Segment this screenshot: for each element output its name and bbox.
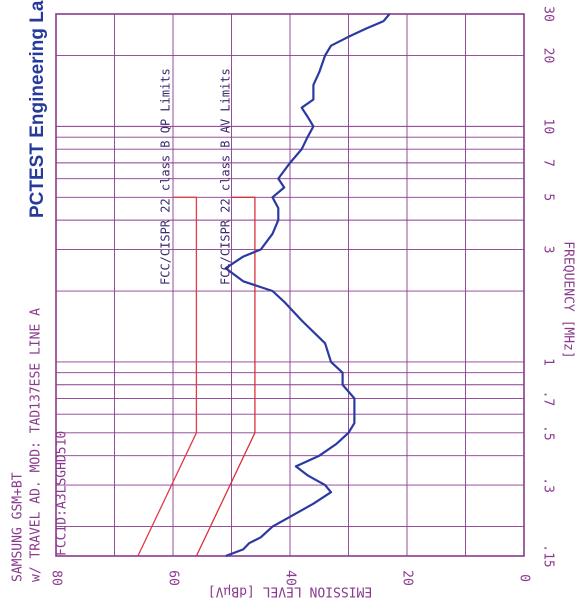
- info-line: w/ TRAVEL AD. MOD: TAD137ESE LINE A: [29, 308, 44, 582]
- series-layer: [137, 13, 391, 558]
- text-layer: FREQUENCY [MHz] EMISSION LEVEL [dBμV] SAMS…: [11, 0, 576, 599]
- freq-tick-label: 7: [541, 159, 556, 167]
- freq-tick-label: .5: [541, 425, 556, 441]
- info-line: SAMSUNG GSM+BT: [11, 472, 26, 582]
- freq-tick-label: 3: [541, 246, 556, 254]
- freq-tick-label: 30: [541, 6, 556, 22]
- freq-tick-label: 1: [541, 358, 556, 366]
- grid: [55, 13, 525, 557]
- freq-tick-label: .3: [541, 477, 556, 493]
- av-limit-label: FCC/CISPR 22 class B AV Limits: [219, 68, 233, 285]
- level-tick-label: 20: [400, 570, 415, 586]
- y-axis-title: EMISSION LEVEL [dBμV]: [208, 584, 372, 599]
- level-tick-label: 40: [283, 570, 298, 586]
- lab-name: PCTEST Engineering Lab.: [27, 0, 48, 218]
- tick-labels: .15 .3 .5 .7 1 3 5 7 10 20 30 0 20 40 60 80: [49, 6, 556, 586]
- x-axis-title: FREQUENCY [MHz]: [561, 241, 576, 358]
- qp-limit-label: FCC/CISPR 22 class B QP Limits: [159, 68, 173, 285]
- freq-tick-label: 5: [541, 193, 556, 201]
- measured-emission-trace: [224, 13, 391, 558]
- info-line: FCCID:A3LSGHD510: [55, 431, 70, 556]
- level-tick-label: 60: [166, 570, 181, 586]
- freq-tick-label: .15: [541, 544, 556, 567]
- freq-tick-label: 20: [541, 48, 556, 64]
- freq-tick-label: 10: [541, 119, 556, 135]
- av-limit-line: [195, 196, 256, 557]
- freq-tick-label: .7: [541, 391, 556, 407]
- level-tick-label: 0: [517, 574, 532, 582]
- qp-limit-line: [137, 196, 198, 557]
- level-tick-label: 80: [49, 570, 64, 586]
